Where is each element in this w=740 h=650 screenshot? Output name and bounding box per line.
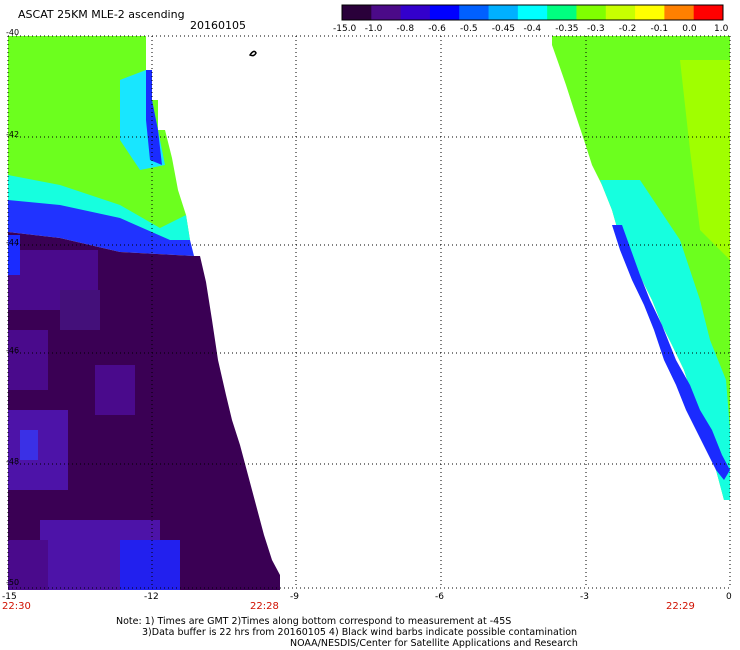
colorbar-label: -0.45 (491, 24, 516, 34)
colorbar-label: -15.0 (333, 24, 357, 34)
colorbar-label: -1.0 (364, 24, 383, 34)
x-tick: -15 (2, 592, 17, 602)
data-swath-left (8, 36, 280, 590)
colorbar-label: -0.8 (396, 24, 415, 34)
y-tick: -42 (6, 130, 20, 139)
y-tick: -46 (6, 346, 20, 355)
colorbar-swatch (605, 5, 636, 20)
y-tick: -48 (6, 457, 20, 466)
colorbar-label: -0.5 (460, 24, 478, 34)
colorbar-swatch (488, 5, 519, 20)
colorbar-label: 0.0 (682, 24, 697, 34)
colorbar-swatch (635, 5, 665, 20)
y-tick: -40 (6, 28, 20, 37)
footer-note-2: 3)Data buffer is 22 hrs from 20160105 4)… (142, 627, 578, 638)
colorbar-label: 1.0 (714, 24, 729, 34)
x-tick: -6 (435, 592, 444, 602)
x-tick: -9 (290, 592, 299, 602)
data-swath-right (552, 36, 730, 500)
colorbar (341, 4, 724, 21)
colorbar-swatch (517, 5, 548, 20)
colorbar-label: -0.6 (428, 24, 446, 34)
time-label: 22:30 (2, 601, 31, 612)
x-tick: -12 (144, 592, 159, 602)
chart-title: ASCAT 25KM MLE-2 ascending (18, 8, 185, 21)
colorbar-swatch (547, 5, 577, 20)
x-tick: 0 (726, 592, 732, 602)
chart-date: 20160105 (190, 19, 246, 32)
colorbar-label: -0.3 (587, 24, 605, 34)
time-label: 22:28 (250, 601, 279, 612)
grid-lines (7, 35, 731, 589)
colorbar-swatch (342, 5, 372, 20)
wind-barb-icon (248, 50, 257, 57)
y-tick: -50 (6, 578, 20, 587)
colorbar-swatch (459, 5, 490, 20)
footer-note-3: NOAA/NESDIS/Center for Satellite Applica… (290, 638, 578, 649)
colorbar-swatch (429, 5, 460, 20)
colorbar-label: -0.1 (650, 24, 669, 34)
time-label: 22:29 (666, 601, 695, 612)
colorbar-swatch (693, 5, 724, 20)
colorbar-swatch (400, 5, 431, 20)
colorbar-swatch (664, 5, 695, 20)
x-tick: -3 (580, 592, 589, 602)
colorbar-swatches (342, 5, 724, 20)
colorbar-swatch (576, 5, 607, 20)
y-tick: -44 (6, 238, 20, 247)
footer-note-1: Note: 1) Times are GMT 2)Times along bot… (116, 616, 512, 627)
colorbar-label: -0.35 (555, 24, 579, 34)
colorbar-swatch (371, 5, 402, 20)
colorbar-label: -0.4 (523, 24, 542, 34)
colorbar-label: -0.2 (618, 24, 637, 34)
